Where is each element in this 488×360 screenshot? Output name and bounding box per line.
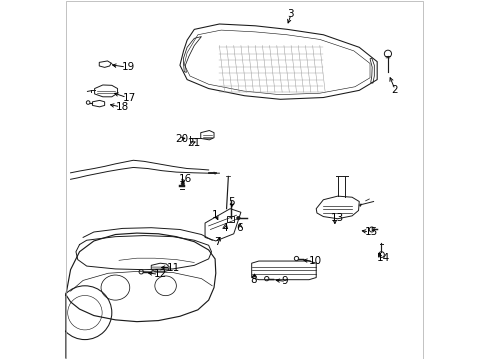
Text: 17: 17 (122, 93, 136, 103)
Circle shape (236, 216, 240, 220)
Text: 20: 20 (175, 134, 188, 144)
Text: 1: 1 (211, 210, 218, 220)
Text: 4: 4 (221, 224, 228, 233)
Text: 14: 14 (376, 253, 389, 263)
Text: 9: 9 (281, 276, 288, 287)
Text: 2: 2 (390, 85, 397, 95)
Text: 15: 15 (364, 227, 378, 237)
Circle shape (181, 182, 184, 185)
Text: 21: 21 (187, 139, 200, 148)
Text: 19: 19 (122, 62, 135, 72)
Text: 18: 18 (116, 102, 129, 112)
Text: 5: 5 (228, 197, 235, 207)
Text: 12: 12 (154, 269, 167, 279)
Text: 3: 3 (286, 9, 293, 19)
Text: 11: 11 (166, 262, 179, 273)
Text: 7: 7 (214, 237, 221, 247)
Text: 13: 13 (330, 213, 343, 223)
Text: 16: 16 (179, 174, 192, 184)
Text: 10: 10 (308, 256, 322, 266)
Text: 8: 8 (250, 275, 256, 285)
Text: 6: 6 (235, 223, 242, 233)
